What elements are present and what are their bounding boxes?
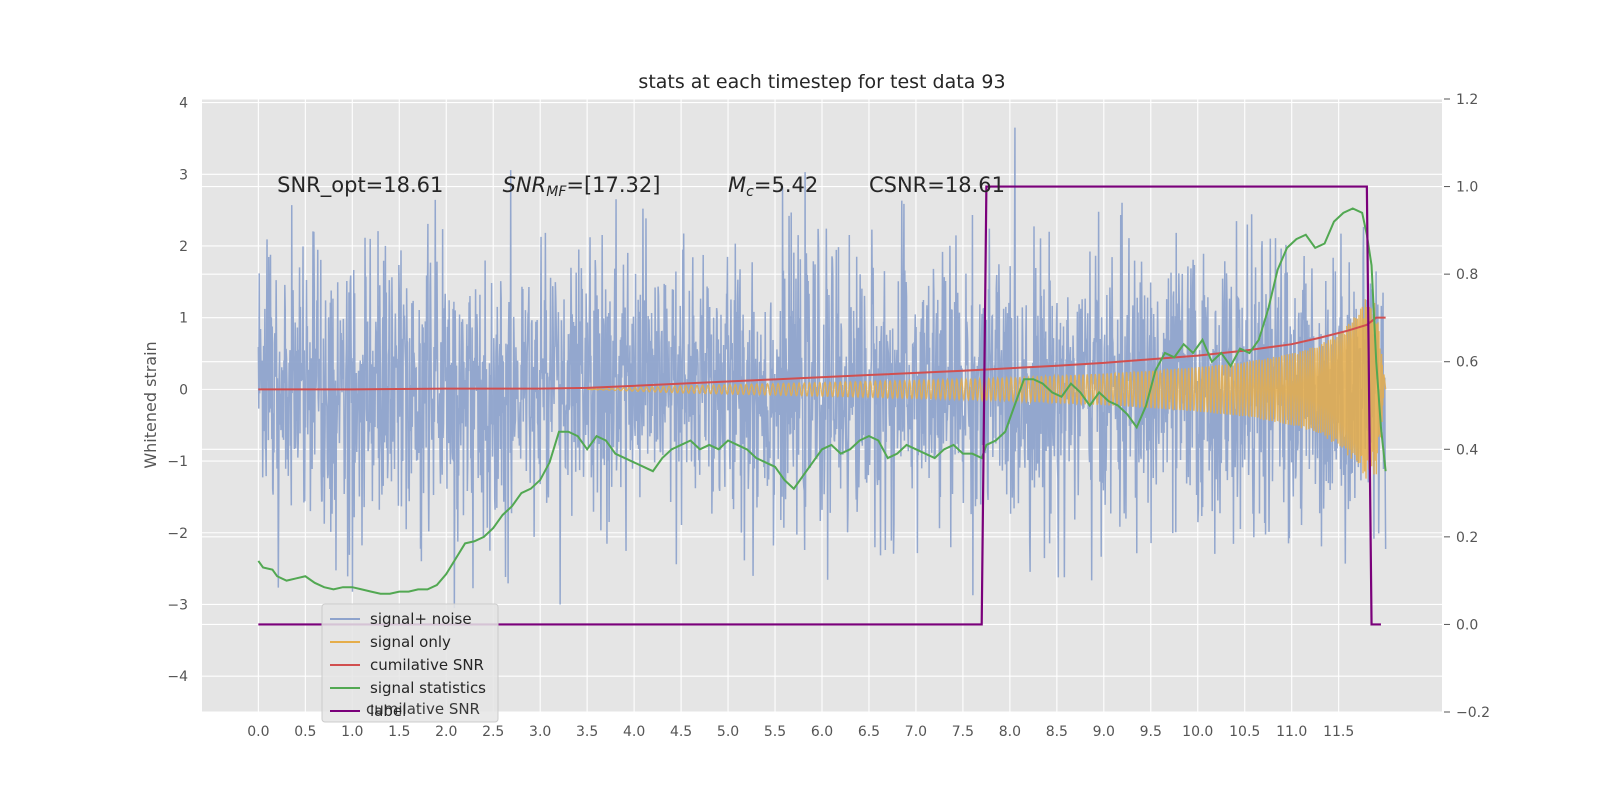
x-tick-label: 3.0 [529, 724, 551, 740]
y2-tick-label: −0.2 [1456, 705, 1490, 721]
legend-shadow-text: cumilative SNR [366, 700, 480, 718]
x-tick-label: 11.0 [1276, 724, 1307, 740]
x-tick-label: 4.5 [670, 724, 692, 740]
y2-tick-label: 1.2 [1456, 92, 1478, 108]
legend: cumilative SNR signal+ noise signal only cu… [321, 603, 499, 723]
legend-label: signal statistics [370, 679, 486, 697]
label-line [258, 185, 1381, 626]
y2-tick-label: 0.0 [1456, 617, 1478, 633]
x-tick-label: 10.5 [1229, 724, 1260, 740]
series-layer [257, 127, 1387, 626]
x-tick-label: 7.0 [905, 724, 927, 740]
y-tick-label: 2 [179, 239, 188, 255]
y-tick-label: 4 [179, 96, 188, 112]
y2-tick-label: 0.4 [1456, 442, 1478, 458]
y2-tick-label: 0.8 [1456, 267, 1478, 283]
y-tick-label: −1 [167, 454, 188, 470]
x-tick-label: 1.0 [341, 724, 363, 740]
signal-noise-line [257, 127, 1387, 609]
annotation-text: CSNR=18.61 [869, 173, 1005, 197]
signal-statistics-line [257, 207, 1387, 595]
y-tick-label: −2 [167, 526, 188, 542]
x-tick-label: 6.0 [811, 724, 833, 740]
x-tick-label: 10.0 [1182, 724, 1213, 740]
x-tick-label: 1.5 [388, 724, 410, 740]
annotation-text: SNR_opt=18.61 [277, 173, 443, 198]
x-tick-label: 2.0 [435, 724, 457, 740]
x-tick-label: 5.0 [717, 724, 739, 740]
axes: 0.0 0.5 1.0 1.5 2.0 2.5 3.0 3.5 4.0 4.5 5.0 5.5 6.0 6… [167, 92, 1490, 740]
annotation-text: SNRMF=[17.32] [503, 173, 661, 200]
x-tick-label: 8.5 [1046, 724, 1068, 740]
legend-label: label [370, 702, 406, 720]
y-tick-label: 0 [179, 382, 188, 398]
annotations: SNR_opt=18.61 SNRMF=[17.32] Mc=5.42 CSNR=18… [277, 173, 1005, 200]
x-tick-label: 9.5 [1140, 724, 1162, 740]
legend-label: signal+ noise [370, 610, 472, 628]
annotation-text: Mc=5.42 [728, 173, 818, 200]
legend-box [321, 603, 499, 723]
chart-title: stats at each timestep for test data 93 [638, 71, 1005, 93]
y-tick-label: 3 [179, 167, 188, 183]
y2-tick-label: 0.6 [1456, 355, 1478, 371]
cumulative-snr-line [258, 316, 1386, 391]
legend-label: signal only [370, 633, 451, 651]
y2-tick-label: 0.2 [1456, 530, 1478, 546]
y-tick-label: 1 [179, 311, 188, 327]
x-tick-label: 4.0 [623, 724, 645, 740]
y-tick-label: −4 [167, 669, 188, 685]
x-tick-label: 6.5 [858, 724, 880, 740]
x-tick-label: 3.5 [576, 724, 598, 740]
x-tick-label: 2.5 [482, 724, 504, 740]
x-tick-label: 8.0 [999, 724, 1021, 740]
x-tick-label: 11.5 [1323, 724, 1354, 740]
y-axis-label: Whitened strain [141, 341, 160, 468]
x-tick-label: 7.5 [952, 724, 974, 740]
signal-only-line [587, 299, 1387, 479]
x-tick-label: 5.5 [764, 724, 786, 740]
y-tick-label: −3 [167, 597, 188, 613]
x-tick-label: 9.0 [1093, 724, 1115, 740]
x-tick-label: 0.0 [247, 724, 269, 740]
y2-tick-label: 1.0 [1456, 180, 1478, 196]
x-tick-label: 0.5 [294, 724, 316, 740]
legend-label: cumilative SNR [370, 656, 484, 674]
